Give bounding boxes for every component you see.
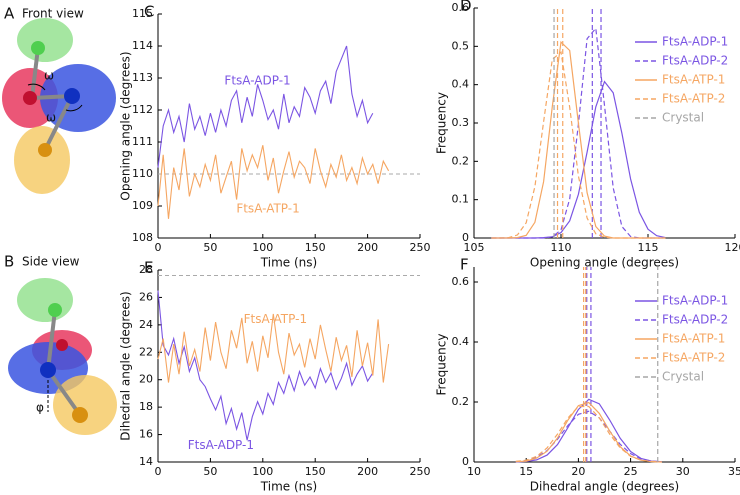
x-tick-label: 100 [252,465,273,478]
x-tick-label: 15 [519,465,533,478]
legend-label: FtsA-ADP-1 [662,294,728,308]
x-tick-label: 200 [357,241,378,254]
density-curve [515,398,662,463]
legend-label: FtsA-ADP-1 [662,35,728,49]
x-tick-label: 35 [728,465,740,478]
y-tick-label: 0.6 [452,1,470,14]
series-annotation: FtsA-ADP-1 [224,74,290,88]
x-tick-label: 50 [203,241,217,254]
angle-label: φ [36,401,44,415]
x-tick-label: 115 [638,241,659,254]
panel-letter: C [144,3,154,21]
x-tick-label: 105 [464,241,485,254]
density-curve [491,26,666,239]
structure-front [2,18,116,194]
x-tick-label: 10 [467,465,481,478]
angle-label: ω [44,69,54,83]
x-axis-label: Dihedral angle (degrees) [530,480,679,494]
y-tick-label: 0.4 [452,78,470,91]
x-tick-label: 120 [725,241,740,254]
y-tick-label: 0.4 [452,335,470,348]
y-tick-label: 115 [132,7,153,20]
panel-title: Front view [22,7,84,21]
x-tick-label: 110 [551,241,572,254]
series-line [157,45,374,168]
x-tick-label: 150 [305,465,326,478]
y-axis-label: Frequency [435,92,449,154]
y-tick-label: 113 [132,71,153,84]
y-tick-label: 26 [139,290,153,303]
x-tick-label: 250 [410,465,431,478]
x-tick-label: 250 [410,241,431,254]
x-tick-label: 50 [203,465,217,478]
x-tick-label: 0 [155,465,162,478]
y-tick-label: 22 [139,345,153,358]
y-tick-label: 28 [139,263,153,276]
x-tick-label: 100 [252,241,273,254]
legend-label: Crystal [662,370,704,384]
x-tick-label: 30 [676,465,690,478]
y-tick-label: 14 [139,455,153,468]
y-tick-label: 0.6 [452,275,470,288]
panel-letter: D [460,0,472,15]
y-tick-label: 18 [139,400,153,413]
x-axis-label: Time (ns) [260,480,317,494]
y-tick-label: 0.1 [452,193,470,206]
legend-label: FtsA-ADP-2 [662,54,728,68]
density-curve [491,40,666,239]
legend-label: Crystal [662,111,704,125]
angle-label: ω [46,111,56,125]
y-tick-label: 112 [132,103,153,116]
y-tick-label: 0.5 [452,39,470,52]
panel-letter: E [144,259,153,277]
x-tick-label: 150 [305,241,326,254]
y-tick-label: 108 [132,231,153,244]
density-curve [491,80,666,239]
y-tick-label: 16 [139,428,153,441]
series-annotation: FtsA-ADP-1 [188,438,254,452]
legend-label: FtsA-ATP-1 [662,332,725,346]
y-tick-label: 0.2 [452,395,470,408]
density-curve [515,410,662,463]
density-curve [515,405,662,463]
legend-label: FtsA-ATP-2 [662,92,725,106]
x-axis-label: Opening angle (degrees) [530,256,679,270]
y-axis-label: Dihedral angle (degrees) [119,291,133,440]
series-line [157,290,374,441]
y-axis-label: Opening angle (degrees) [119,51,133,200]
y-tick-label: 20 [139,373,153,386]
series-annotation: FtsA-ATP-1 [236,202,299,216]
panel-letter: B [4,253,14,271]
y-tick-label: 24 [139,318,153,331]
y-tick-label: 0 [462,455,469,468]
series-line [157,145,390,219]
y-tick-label: 0 [462,231,469,244]
x-tick-label: 200 [357,465,378,478]
legend-label: FtsA-ATP-1 [662,73,725,87]
series-line [157,313,390,383]
y-axis-label: Frequency [435,334,449,396]
y-tick-label: 0.2 [452,154,470,167]
legend-label: FtsA-ATP-2 [662,351,725,365]
legend-label: FtsA-ADP-2 [662,313,728,327]
panel-title: Side view [22,255,80,269]
x-tick-label: 0 [155,241,162,254]
panel-letter: A [4,5,15,23]
structure-side [8,278,117,435]
x-tick-label: 25 [624,465,638,478]
panel-letter: F [460,256,469,274]
y-tick-label: 111 [132,135,153,148]
x-tick-label: 20 [571,465,585,478]
y-tick-label: 109 [132,199,153,212]
y-tick-label: 114 [132,39,153,52]
y-tick-label: 0.3 [452,116,470,129]
x-axis-label: Time (ns) [260,256,317,270]
series-annotation: FtsA-ATP-1 [244,312,307,326]
y-tick-label: 110 [132,167,153,180]
